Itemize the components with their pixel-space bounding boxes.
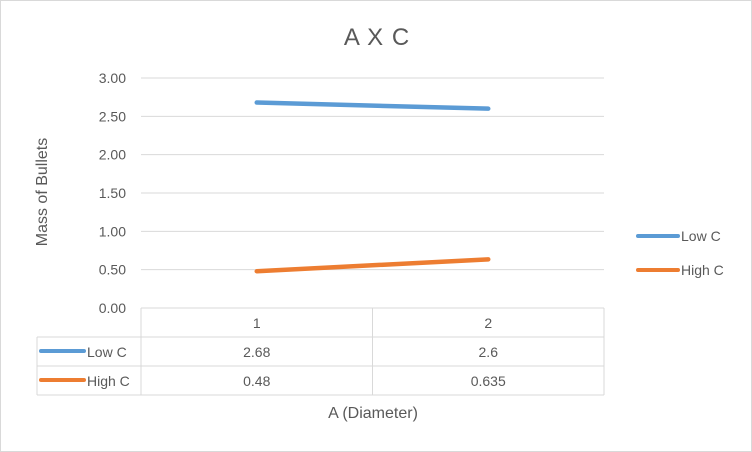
y-tick-label-2: 1.00 bbox=[99, 223, 126, 239]
legend: Low C High C bbox=[636, 228, 724, 278]
data-table: 1 2 Low C 2.68 2.6 High C 0.48 0.635 bbox=[36, 307, 605, 396]
series-line-1 bbox=[254, 257, 491, 274]
table-series-name-0: Low C bbox=[87, 344, 127, 360]
legend-label-0: Low C bbox=[681, 228, 721, 244]
data-label-1-1: 0.635 bbox=[471, 373, 506, 389]
y-axis-label: Mass of Bullets bbox=[34, 138, 51, 246]
series-lines bbox=[254, 100, 491, 274]
table-series-name-1: High C bbox=[87, 373, 130, 389]
y-tick-label-1: 0.50 bbox=[99, 262, 126, 278]
y-tick-label-5: 2.50 bbox=[99, 108, 126, 124]
y-tick-label-6: 3.00 bbox=[99, 70, 126, 86]
x-axis-label: A (Diameter) bbox=[328, 405, 418, 422]
chart-title: A X C bbox=[344, 24, 410, 51]
y-tick-label-0: 0.00 bbox=[99, 300, 126, 316]
x-tick-label-1: 2 bbox=[484, 315, 492, 331]
gridlines bbox=[141, 77, 604, 309]
y-tick-label-3: 1.50 bbox=[99, 185, 126, 201]
legend-label-1: High C bbox=[681, 262, 724, 278]
y-tick-labels: 0.00 0.50 1.00 1.50 2.00 2.50 3.00 bbox=[99, 70, 126, 316]
data-label-0-0: 2.68 bbox=[243, 344, 270, 360]
y-tick-label-4: 2.00 bbox=[99, 147, 126, 163]
data-label-0-1: 2.6 bbox=[479, 344, 499, 360]
x-tick-label-0: 1 bbox=[253, 315, 261, 331]
data-label-1-0: 0.48 bbox=[243, 373, 270, 389]
series-line-0 bbox=[254, 100, 491, 111]
